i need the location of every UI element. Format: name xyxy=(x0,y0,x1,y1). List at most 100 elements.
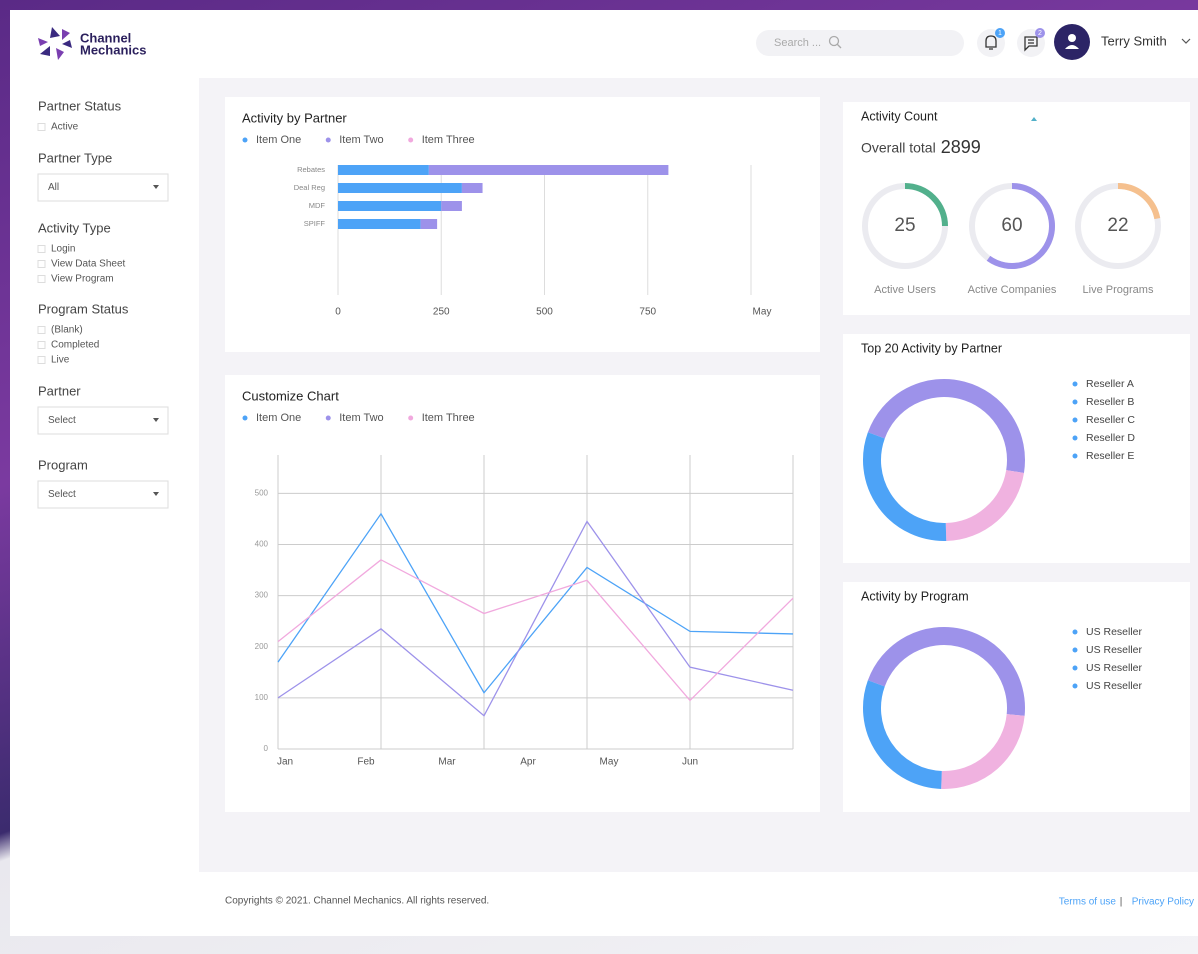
checkbox[interactable] xyxy=(37,275,46,283)
logo-text: Channel xyxy=(80,30,131,45)
x-tick-label: Feb xyxy=(357,757,375,768)
messages-button[interactable]: 2 xyxy=(1017,28,1045,57)
y-tick-label: 500 xyxy=(255,488,269,497)
legend-label: US Reseller xyxy=(1086,626,1143,638)
legend-dot xyxy=(1072,435,1078,441)
line xyxy=(277,559,794,702)
user-name: Terry Smith xyxy=(1101,33,1167,48)
search-placeholder: Search ... xyxy=(774,37,821,49)
legend-dot xyxy=(1072,629,1078,635)
total-value: 2899 xyxy=(941,137,981,157)
gauge-arc xyxy=(904,183,948,227)
select-value: All xyxy=(48,182,59,193)
filter-label: Partner xyxy=(38,383,81,398)
legend-label: Item Three xyxy=(422,412,475,424)
legend-label: US Reseller xyxy=(1086,644,1143,656)
bar xyxy=(420,219,438,229)
gauge-value: 60 xyxy=(1001,215,1022,236)
line xyxy=(277,520,794,717)
select[interactable] xyxy=(37,480,169,509)
gauge-value: 22 xyxy=(1107,215,1128,236)
checkbox-label: Completed xyxy=(51,340,99,351)
checkbox[interactable] xyxy=(37,356,46,364)
notifications-button[interactable]: 1 xyxy=(977,28,1005,57)
x-tick-label: May xyxy=(753,307,772,318)
legend-dot xyxy=(1072,399,1078,405)
x-tick-label: 750 xyxy=(639,307,656,318)
legend-dot xyxy=(1072,647,1078,653)
legend-label: Reseller E xyxy=(1086,450,1134,462)
line xyxy=(277,512,794,694)
donut-segment xyxy=(945,469,1024,541)
total-label: Overall total xyxy=(861,140,936,156)
footer-link[interactable]: Privacy Policy xyxy=(1132,897,1194,908)
select[interactable] xyxy=(37,173,169,202)
filter-label: Partner Type xyxy=(38,150,112,165)
card xyxy=(225,97,820,352)
legend-label: Item Two xyxy=(339,412,383,424)
checkbox[interactable] xyxy=(37,260,46,268)
checkbox[interactable] xyxy=(37,326,46,334)
y-tick-label: Rebates xyxy=(297,165,325,174)
legend-dot xyxy=(242,415,248,421)
legend-dot xyxy=(325,415,331,421)
legend-label: Reseller A xyxy=(1086,378,1134,390)
logo-icon xyxy=(38,27,72,60)
legend-label: Item Three xyxy=(422,134,475,146)
bar xyxy=(461,183,483,193)
y-tick-label: 400 xyxy=(255,540,269,549)
x-tick-label: Jan xyxy=(277,757,293,768)
checkbox-label: View Program xyxy=(51,274,114,285)
y-tick-label: 200 xyxy=(255,642,269,651)
legend-label: Reseller D xyxy=(1086,432,1135,444)
logo-text: Mechanics xyxy=(80,42,146,57)
legend-dot xyxy=(1072,417,1078,423)
checkbox-label: (Blank) xyxy=(51,325,83,336)
filter-label: Partner Status xyxy=(38,98,122,113)
donut-segment xyxy=(941,713,1025,789)
chart-title: Activity by Program xyxy=(861,589,969,603)
bar xyxy=(428,165,669,175)
y-tick-label: 100 xyxy=(255,693,269,702)
gauge-arc xyxy=(986,183,1055,269)
footer-link[interactable]: Terms of use xyxy=(1059,897,1117,908)
y-tick-label: SPIFF xyxy=(304,219,326,228)
gauge-label: Active Users xyxy=(874,284,936,296)
checkbox[interactable] xyxy=(37,245,46,253)
legend-dot xyxy=(242,137,248,143)
donut-segment xyxy=(863,432,947,541)
card xyxy=(843,102,1190,315)
gauge-arc xyxy=(1117,183,1161,220)
select-arrow xyxy=(153,185,159,189)
checkbox[interactable] xyxy=(37,341,46,349)
legend-dot xyxy=(1072,683,1078,689)
checkbox[interactable] xyxy=(37,123,46,131)
donut-segment xyxy=(863,680,943,789)
bar xyxy=(338,219,421,229)
select-value: Select xyxy=(48,489,76,500)
legend-dot xyxy=(1072,381,1078,387)
filter-label: Program Status xyxy=(38,301,129,316)
bar xyxy=(441,201,462,211)
chart-title: Customize Chart xyxy=(242,388,339,403)
legend-label: Reseller B xyxy=(1086,396,1134,408)
separator: | xyxy=(1120,897,1123,908)
select-arrow xyxy=(153,418,159,422)
checkbox-label: Live xyxy=(51,355,70,366)
x-tick-label: 250 xyxy=(433,307,450,318)
user-menu[interactable]: Terry Smith xyxy=(1054,24,1191,60)
copyright: Copyrights © 2021. Channel Mechanics. Al… xyxy=(225,896,489,907)
x-tick-label: Jun xyxy=(682,757,698,768)
x-tick-label: May xyxy=(600,757,619,768)
donut-segment xyxy=(867,379,1025,473)
select[interactable] xyxy=(37,406,169,435)
checkbox-label: Login xyxy=(51,244,75,255)
x-tick-label: Apr xyxy=(520,757,536,768)
legend-dot xyxy=(1072,665,1078,671)
legend-label: Item One xyxy=(256,412,301,424)
filter-label: Program xyxy=(38,457,88,472)
gauge-label: Active Companies xyxy=(968,284,1057,296)
search-box[interactable]: Search ... xyxy=(756,30,964,56)
y-tick-label: Deal Reg xyxy=(294,183,325,192)
